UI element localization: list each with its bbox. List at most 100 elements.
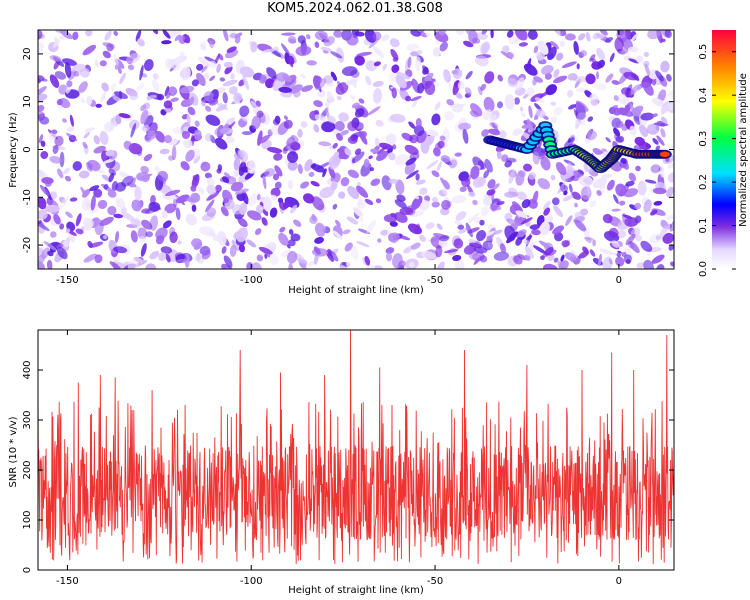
noise-blob bbox=[416, 49, 423, 55]
noise-blob bbox=[525, 235, 533, 241]
noise-blob bbox=[598, 253, 602, 267]
noise-blob bbox=[206, 207, 217, 217]
noise-blob bbox=[638, 141, 651, 151]
noise-blob bbox=[627, 46, 639, 53]
noise-blob bbox=[592, 177, 608, 189]
noise-blob bbox=[394, 153, 409, 166]
noise-blob bbox=[345, 78, 358, 86]
noise-blob bbox=[437, 140, 445, 149]
noise-blob bbox=[234, 35, 241, 44]
noise-blob bbox=[560, 254, 565, 262]
top-y-tick-label: 10 bbox=[22, 95, 33, 108]
noise-blob bbox=[506, 30, 514, 38]
noise-blob bbox=[576, 112, 587, 121]
noise-blob bbox=[467, 212, 480, 224]
noise-blob bbox=[182, 34, 191, 44]
noise-blob bbox=[97, 199, 108, 209]
noise-blob bbox=[187, 106, 196, 116]
noise-blob bbox=[38, 220, 42, 224]
noise-blob bbox=[214, 137, 228, 150]
noise-blob bbox=[264, 168, 275, 177]
noise-blob bbox=[236, 227, 248, 243]
noise-blob bbox=[618, 200, 626, 206]
noise-blob bbox=[535, 108, 546, 118]
noise-blob bbox=[356, 51, 372, 57]
noise-blob bbox=[330, 172, 341, 184]
noise-blob bbox=[38, 209, 48, 220]
noise-blob bbox=[555, 30, 561, 38]
noise-blob bbox=[481, 129, 490, 137]
noise-blob bbox=[659, 165, 665, 178]
noise-blob bbox=[196, 72, 206, 86]
noise-blob bbox=[390, 113, 406, 123]
noise-blob bbox=[385, 252, 393, 262]
noise-blob bbox=[497, 74, 503, 82]
noise-blob bbox=[440, 177, 449, 189]
bottom-y-ticks: 0 100 200 300 400 bbox=[22, 360, 674, 573]
noise-blob bbox=[517, 170, 526, 178]
noise-blob bbox=[230, 72, 235, 80]
noise-blob bbox=[515, 237, 523, 246]
noise-blob bbox=[539, 221, 550, 236]
noise-blob bbox=[609, 52, 615, 63]
noise-blob bbox=[53, 213, 61, 225]
noise-blob bbox=[142, 175, 150, 183]
noise-blob bbox=[113, 246, 128, 254]
noise-blob bbox=[448, 159, 458, 169]
noise-blob bbox=[479, 255, 488, 263]
noise-blob bbox=[439, 135, 446, 141]
noise-blob bbox=[573, 40, 579, 55]
noise-blob bbox=[615, 183, 627, 197]
noise-blob bbox=[389, 221, 398, 227]
noise-blob bbox=[332, 142, 338, 149]
noise-blob bbox=[293, 90, 301, 98]
noise-blob bbox=[65, 86, 72, 94]
noise-blob bbox=[238, 244, 246, 253]
noise-blob bbox=[87, 241, 93, 248]
noise-blob bbox=[310, 181, 320, 187]
noise-blob bbox=[433, 147, 441, 157]
noise-blob bbox=[405, 157, 417, 166]
noise-blob bbox=[127, 64, 135, 71]
noise-blob bbox=[529, 224, 540, 230]
noise-blob bbox=[512, 128, 523, 136]
noise-blob bbox=[272, 173, 280, 181]
noise-blob bbox=[353, 207, 363, 217]
noise-blob bbox=[82, 141, 88, 149]
noise-blob bbox=[278, 52, 285, 59]
colorbar-gradient bbox=[712, 30, 736, 269]
noise-blob bbox=[137, 227, 148, 240]
noise-blob bbox=[366, 219, 376, 234]
noise-blob bbox=[314, 222, 326, 237]
noise-blob bbox=[329, 250, 339, 262]
noise-blob bbox=[90, 194, 96, 211]
noise-blob bbox=[470, 103, 483, 117]
noise-blob bbox=[282, 74, 292, 82]
noise-blob bbox=[93, 188, 103, 198]
noise-blob bbox=[559, 40, 565, 47]
noise-blob bbox=[307, 260, 315, 267]
noise-blob bbox=[347, 136, 358, 144]
bottom-x-tick-label: -150 bbox=[56, 576, 79, 587]
noise-blob bbox=[567, 162, 573, 176]
noise-blob bbox=[100, 91, 107, 103]
noise-blob bbox=[652, 187, 667, 195]
noise-blob bbox=[650, 209, 658, 216]
noise-blob bbox=[123, 140, 133, 150]
noise-blob bbox=[394, 199, 407, 209]
noise-blob bbox=[436, 261, 445, 269]
noise-blob bbox=[358, 98, 365, 104]
noise-blob bbox=[480, 41, 491, 55]
noise-blobs bbox=[38, 30, 674, 269]
noise-blob bbox=[51, 129, 58, 134]
noise-blob bbox=[52, 144, 59, 154]
noise-blob bbox=[367, 106, 381, 116]
noise-blob bbox=[548, 53, 554, 60]
noise-blob bbox=[278, 86, 292, 93]
noise-blob bbox=[589, 249, 596, 257]
noise-blob bbox=[490, 30, 494, 39]
noise-blob bbox=[391, 87, 397, 99]
noise-blob bbox=[279, 226, 286, 233]
noise-blob bbox=[482, 109, 493, 120]
